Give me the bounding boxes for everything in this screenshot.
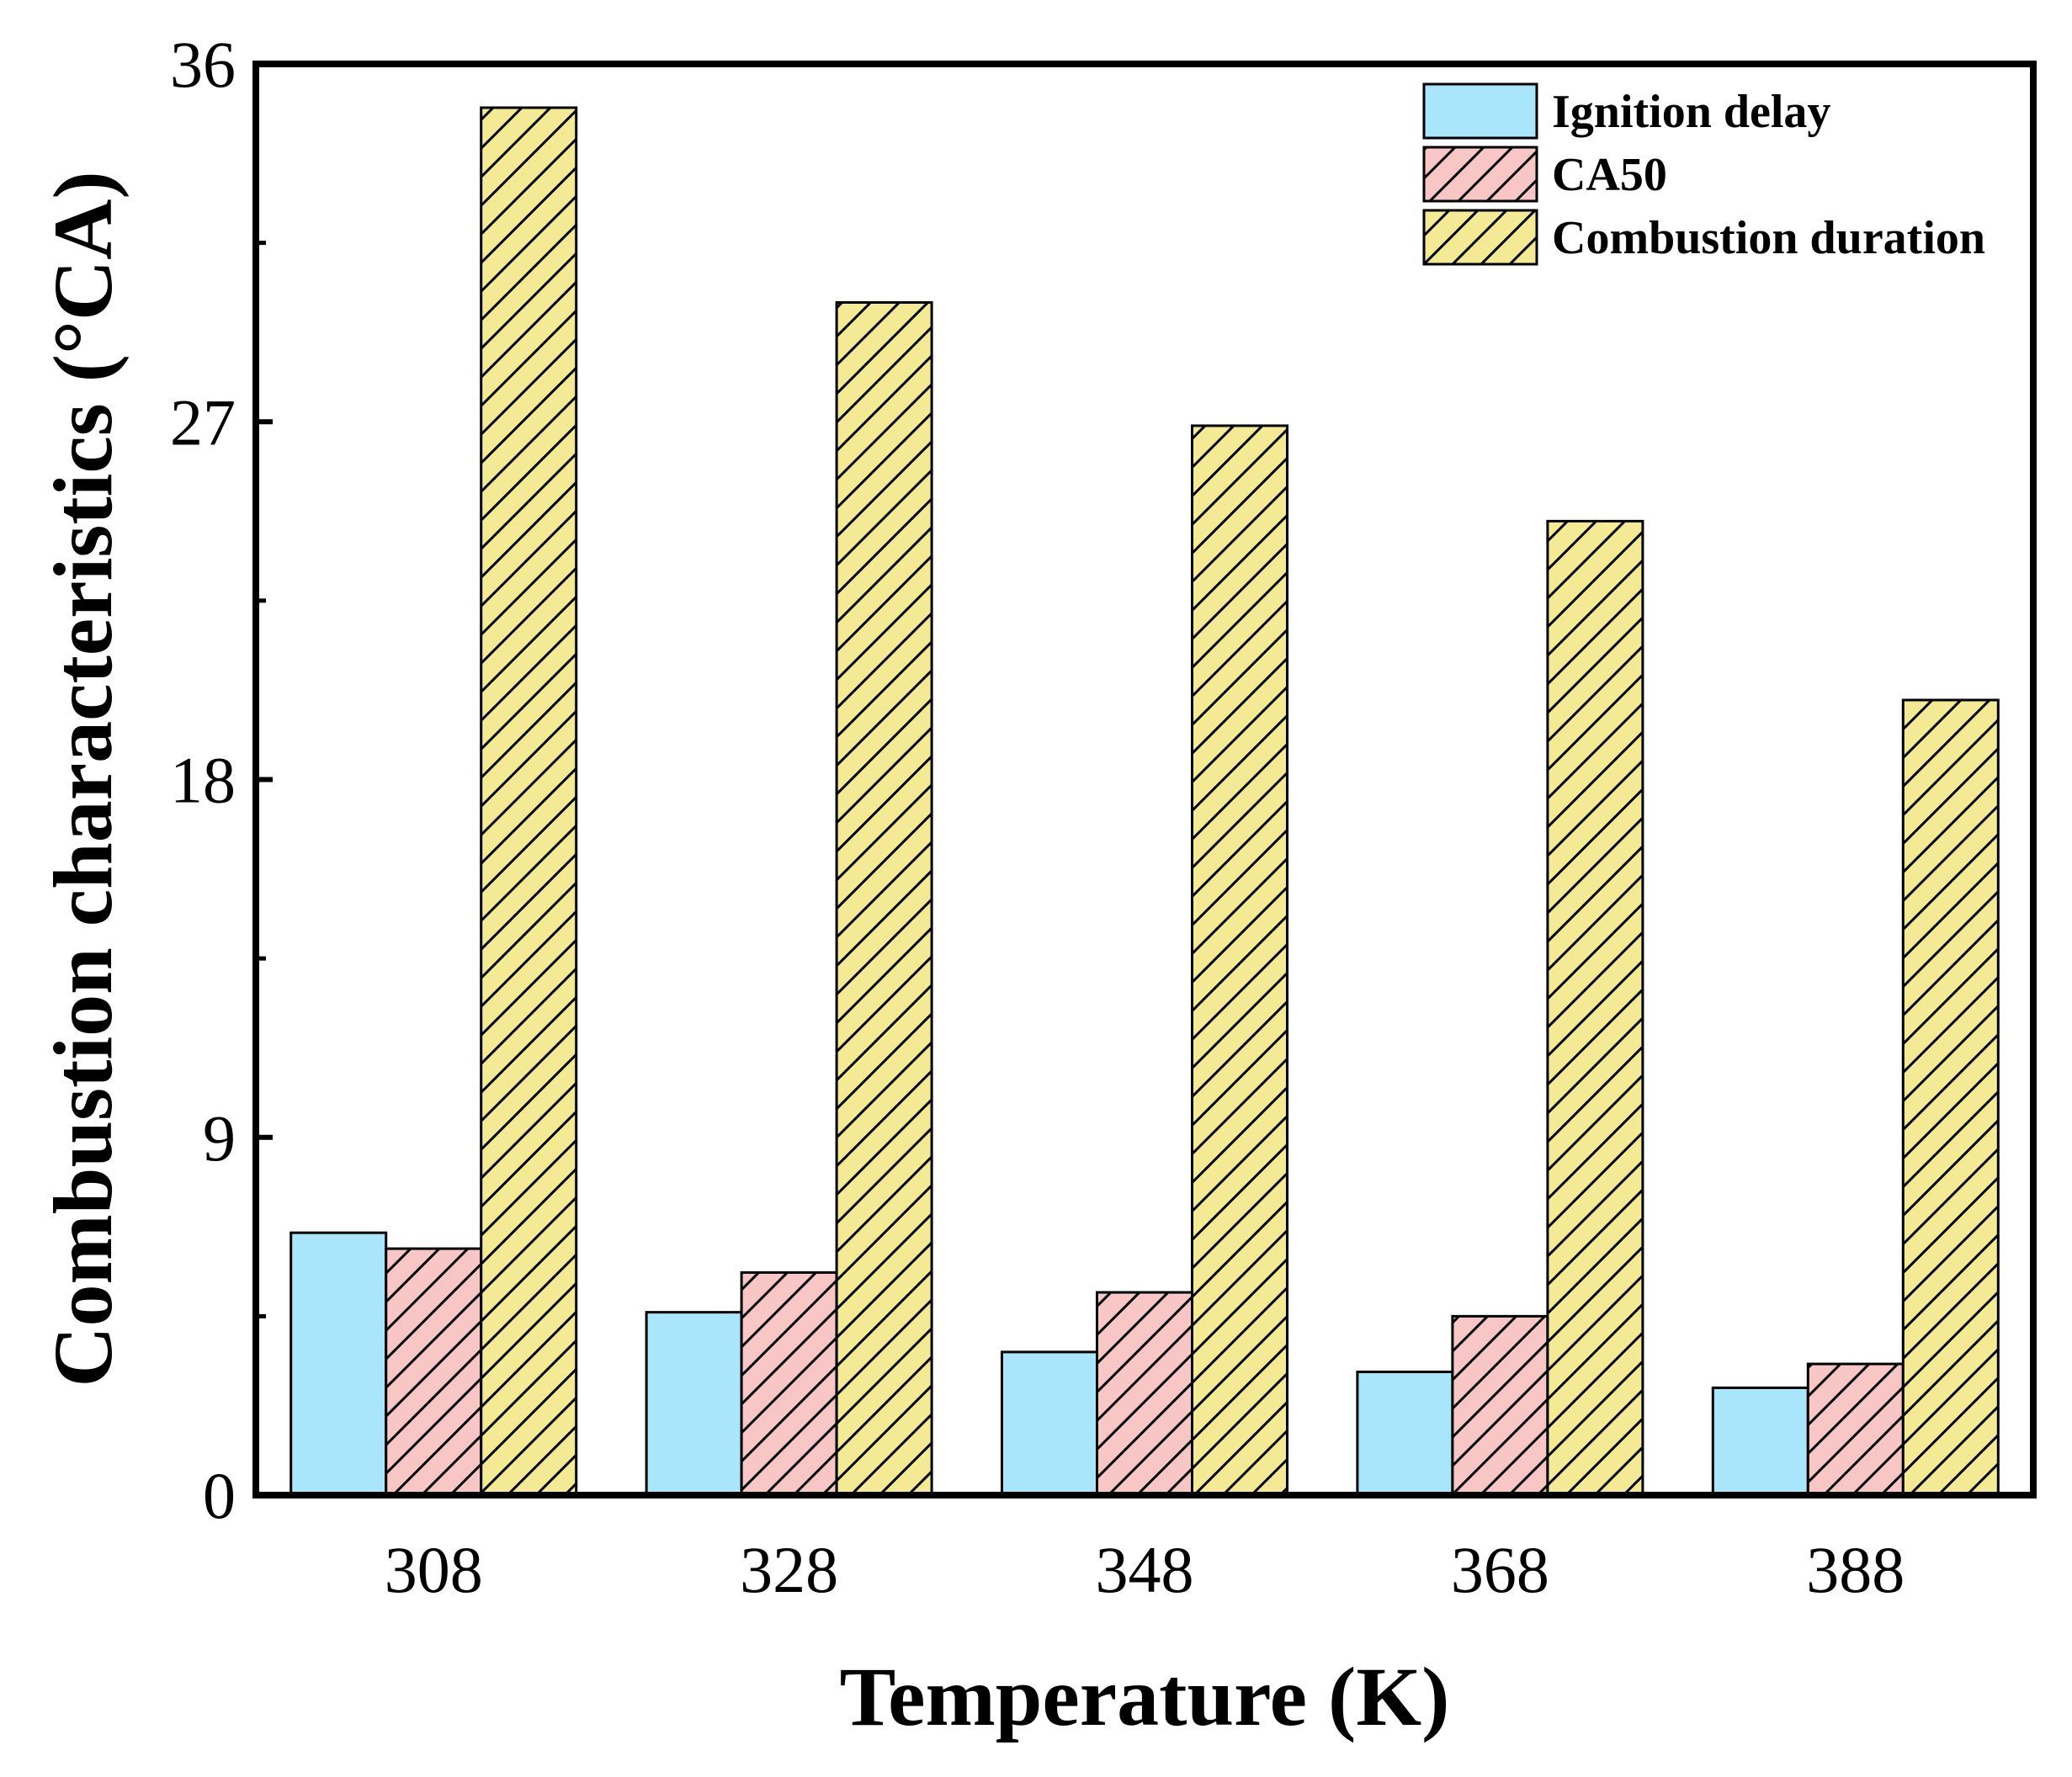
legend-label-ca50: CA50 [1552,149,1667,201]
legend-label-combustion-duration: Combustion duration [1552,212,1985,264]
x-axis-title: Temperature (K) [840,1650,1450,1743]
bar-combustion-duration-368 [1546,519,1644,1497]
x-tick-label: 328 [740,1533,838,1606]
legend-swatch-ignition-delay [1422,82,1538,140]
bar-ignition-delay-388 [1711,1386,1809,1497]
x-tick-label: 388 [1806,1533,1905,1606]
bar-combustion-duration-308 [480,106,578,1497]
bar-ca50-348 [1096,1291,1193,1497]
bar-ignition-delay-348 [1001,1350,1098,1497]
bar-ignition-delay-328 [645,1311,743,1497]
bar-ca50-368 [1451,1314,1549,1497]
bar-ca50-388 [1806,1362,1905,1497]
legend: Ignition delay CA50 Combustion duration [1422,82,1985,266]
x-tick-label: 308 [385,1533,483,1606]
ticks-group: 0 9 18 27 36 308 328 348 368 388 [170,28,1905,1606]
y-tick-label: 36 [170,28,236,101]
legend-label-ignition-delay: Ignition delay [1552,86,1830,138]
bar-combustion-duration-348 [1191,424,1288,1497]
bar-combustion-duration-388 [1901,698,2000,1497]
y-axis-title: Combustion characteristics (°CA) [36,171,130,1387]
x-tick-label: 368 [1451,1533,1549,1606]
bar-ca50-308 [385,1247,483,1497]
plot-frame [252,61,2037,1499]
legend-swatch-combustion-duration [1422,209,1538,266]
bar-ca50-328 [740,1270,838,1497]
y-tick-label: 27 [170,385,236,459]
legend-swatch-ca50 [1422,146,1538,203]
y-tick-label: 9 [203,1101,236,1175]
y-tick-label: 18 [170,744,236,817]
bars-group [290,106,2000,1497]
x-tick-label: 348 [1096,1533,1194,1606]
bar-ignition-delay-308 [290,1231,388,1497]
bar-combustion-duration-328 [835,301,933,1497]
bar-ignition-delay-368 [1356,1371,1454,1497]
y-tick-label: 0 [203,1459,236,1532]
